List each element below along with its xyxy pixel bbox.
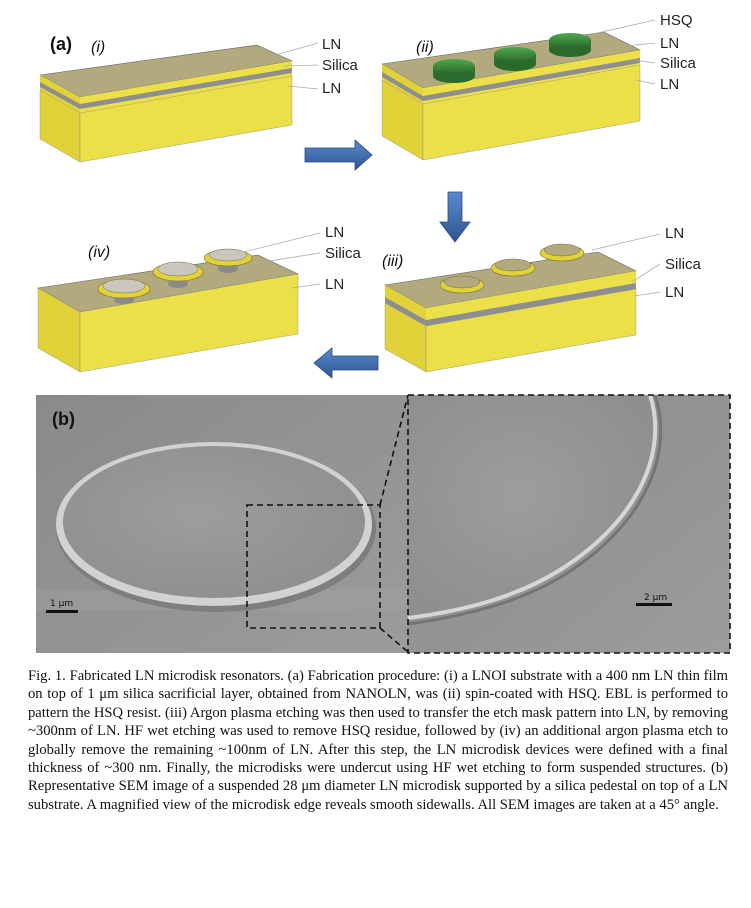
scale-bar-left-label: 1 μm <box>50 599 73 609</box>
hsq-pillar <box>494 47 536 71</box>
step-iii-layer-ln-top: LN <box>665 225 684 242</box>
sem-image-right <box>407 394 730 653</box>
zoom-indicator <box>246 394 731 654</box>
hsq-pillar <box>549 33 591 57</box>
arrow-right-icon <box>304 139 373 171</box>
step-iii-layer-ln-bottom: LN <box>665 284 684 301</box>
step-i-layer-ln-top: LN <box>322 36 341 53</box>
panel-a-label: (a) <box>50 34 72 54</box>
block-step-i <box>39 44 294 163</box>
step-i-layer-silica: Silica <box>322 57 359 74</box>
step-ii-layer-ln-bottom: LN <box>660 76 679 93</box>
ln-disk <box>539 243 585 262</box>
step-ii-layer-silica: Silica <box>660 55 697 72</box>
panel-b-label: (b) <box>52 409 75 429</box>
step-ii-layer-hsq: HSQ <box>660 12 693 29</box>
step-ii-layer-ln-top: LN <box>660 35 679 52</box>
step-iii-layer-silica: Silica <box>665 256 702 273</box>
step-i-layer-ln-bottom: LN <box>322 80 341 97</box>
ln-disk <box>490 258 536 277</box>
arrow-left-icon <box>313 347 379 379</box>
step-i-label: (i) <box>91 39 105 56</box>
step-ii-label: (ii) <box>416 39 434 56</box>
hsq-pillar <box>433 59 475 83</box>
block-step-iii <box>384 243 637 373</box>
figure-caption: Fig. 1. Fabricated LN microdisk resonato… <box>28 668 728 813</box>
step-iv-layer-ln-bottom: LN <box>325 276 344 293</box>
step-iii-label: (iii) <box>382 253 403 270</box>
scale-bar-right-label: 2 μm <box>644 593 667 603</box>
step-iv-label: (iv) <box>88 244 110 261</box>
arrow-down-icon <box>439 191 471 243</box>
block-step-iv <box>37 248 299 373</box>
ln-disk <box>439 275 485 294</box>
suspended-disk <box>97 278 151 304</box>
suspended-disk <box>152 261 204 288</box>
suspended-disk <box>203 248 253 273</box>
step-iv-layer-silica: Silica <box>325 245 362 262</box>
sem-image-left <box>36 395 408 653</box>
block-step-ii <box>381 31 641 161</box>
figure-1: (a) (i) LN Silica LN <box>36 12 731 654</box>
step-iv-layer-ln-top: LN <box>325 224 344 241</box>
